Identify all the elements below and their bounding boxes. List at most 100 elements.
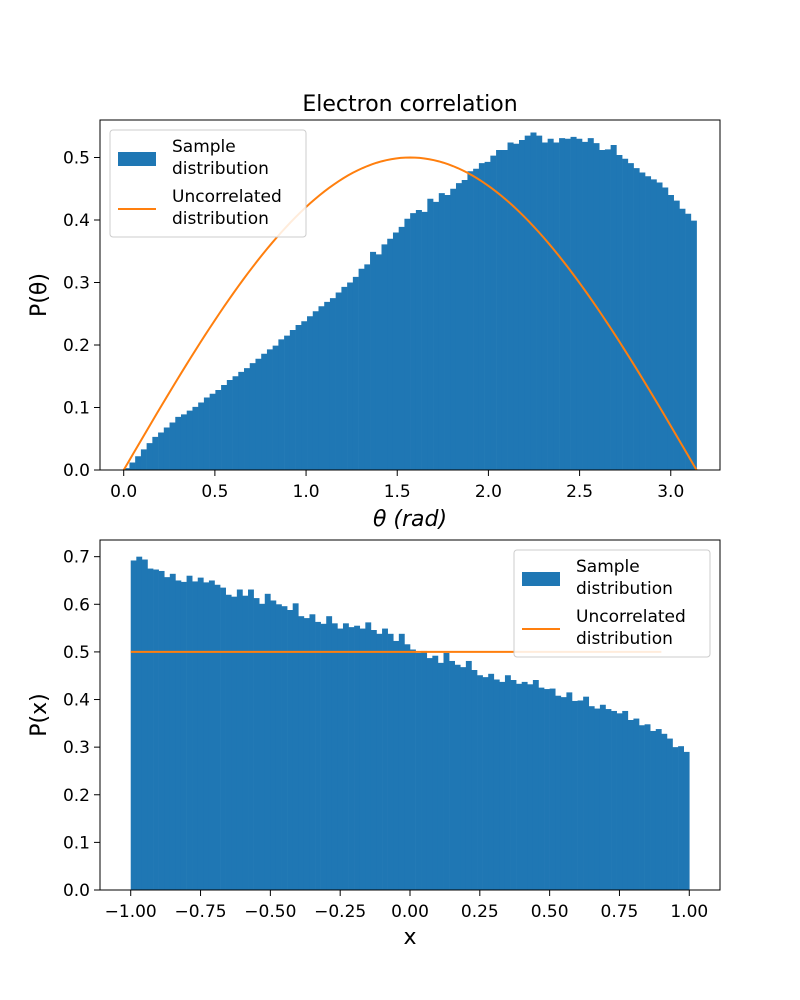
histogram-bar <box>516 683 523 890</box>
histogram-bar <box>130 560 137 890</box>
histogram-bar <box>331 623 338 890</box>
histogram-bar <box>553 142 560 470</box>
histogram-bar <box>169 573 176 890</box>
histogram-bar <box>639 172 646 470</box>
histogram-bar <box>672 747 679 890</box>
histogram-bar <box>673 200 680 471</box>
x-tick-label: −0.25 <box>314 902 366 922</box>
histogram-bar <box>496 150 503 470</box>
chart-title: Electron correlation <box>302 92 517 117</box>
histogram-bar <box>443 652 450 890</box>
histogram-bar <box>287 610 294 890</box>
histogram-bar <box>576 138 583 470</box>
histogram-bar <box>507 142 514 470</box>
histogram-bar <box>278 339 285 471</box>
histogram-bar <box>255 358 262 470</box>
histogram-bar <box>616 155 623 470</box>
legend-sample-label: Sample <box>172 137 236 157</box>
theta-histogram <box>123 132 697 471</box>
histogram-bar <box>410 213 417 470</box>
histogram-bar <box>622 158 629 470</box>
histogram-bar <box>365 622 372 890</box>
histogram-bar <box>410 649 416 890</box>
histogram-bar <box>465 660 472 890</box>
x-x-ticks: −1.00 −0.75 −0.50 −0.25 0.00 0.25 0.50 0.75 1.00 <box>105 890 708 922</box>
y-tick-label: 0.3 <box>63 274 90 294</box>
histogram-bar <box>248 589 254 890</box>
y-tick-label: 0.0 <box>63 881 90 901</box>
histogram-bar <box>232 376 239 470</box>
x-tick-label: 2.5 <box>566 482 593 502</box>
histogram-bar <box>471 670 478 890</box>
histogram-bar <box>415 652 422 890</box>
x-tick-label: −0.50 <box>244 902 296 922</box>
x-tick-label: 0.5 <box>201 482 228 502</box>
histogram-bar <box>499 681 506 890</box>
histogram-bar <box>136 556 143 890</box>
histogram-bar <box>364 264 371 471</box>
histogram-bar <box>587 138 594 471</box>
histogram-bar <box>158 570 165 890</box>
histogram-bar <box>158 432 165 470</box>
histogram-bar <box>289 330 296 470</box>
histogram-bar <box>477 675 483 890</box>
histogram-bar <box>427 198 434 470</box>
histogram-bar <box>236 589 243 890</box>
histogram-bar <box>261 353 268 470</box>
histogram-bar <box>501 150 508 470</box>
histogram-bar <box>518 140 526 470</box>
histogram-bar <box>460 667 467 890</box>
x-tick-label: 1.5 <box>384 482 411 502</box>
histogram-bar <box>275 604 282 890</box>
histogram-bar <box>611 710 617 890</box>
histogram-bar <box>666 738 673 890</box>
histogram-bar <box>180 414 188 471</box>
legend-uncorrelated-label: Uncorrelated <box>576 607 686 627</box>
histogram-bar <box>616 713 623 890</box>
histogram-bar <box>337 628 344 890</box>
histogram-bar <box>450 188 457 470</box>
histogram-bar <box>309 614 316 890</box>
histogram-bar <box>538 687 545 890</box>
histogram-bar <box>444 195 451 470</box>
theta-chart: Electron correlation 0.0 0.5 1.0 1.5 2.0 2.5 3… <box>27 92 721 532</box>
y-tick-label: 0.7 <box>63 548 90 568</box>
x-y-ticks: 0.0 0.1 0.2 0.3 0.4 0.5 0.6 0.7 <box>63 548 100 901</box>
histogram-bar <box>432 655 439 890</box>
legend-sample-swatch <box>118 152 156 166</box>
histogram-bar <box>270 600 277 890</box>
theta-legend: Sample distribution Uncorrelated distrib… <box>109 129 307 238</box>
histogram-bar <box>352 276 359 471</box>
x-tick-label: 0.75 <box>601 902 639 922</box>
histogram-bar <box>197 577 204 890</box>
histogram-bar <box>504 675 511 890</box>
histogram-bar <box>342 623 349 890</box>
histogram-bar <box>610 145 617 470</box>
histogram-bar <box>375 254 382 470</box>
histogram-bar <box>560 697 567 890</box>
x-tick-label: 1.00 <box>670 902 708 922</box>
histogram-bar <box>129 462 136 470</box>
x-tick-label: 0.0 <box>110 482 137 502</box>
y-tick-label: 0.2 <box>63 336 90 356</box>
histogram-bar <box>438 193 445 471</box>
histogram-bar <box>259 603 266 890</box>
histogram-bar <box>398 226 405 471</box>
histogram-bar <box>662 187 669 470</box>
x-legend: Sample distribution Uncorrelated distrib… <box>513 549 711 658</box>
y-tick-label: 0.6 <box>63 595 90 615</box>
histogram-bar <box>123 468 130 471</box>
histogram-bar <box>490 155 497 470</box>
x-tick-label: 0.25 <box>461 902 499 922</box>
histogram-bar <box>577 700 584 890</box>
histogram-bar <box>347 282 354 470</box>
histogram-bar <box>359 628 366 890</box>
y-tick-label: 0.2 <box>63 786 90 806</box>
histogram-bar <box>209 393 216 470</box>
histogram-bar <box>358 268 365 470</box>
histogram-bar <box>683 751 690 890</box>
histogram-bar <box>272 345 279 471</box>
histogram-bar <box>404 218 411 470</box>
histogram-bar <box>175 416 182 471</box>
histogram-bar <box>226 380 233 470</box>
